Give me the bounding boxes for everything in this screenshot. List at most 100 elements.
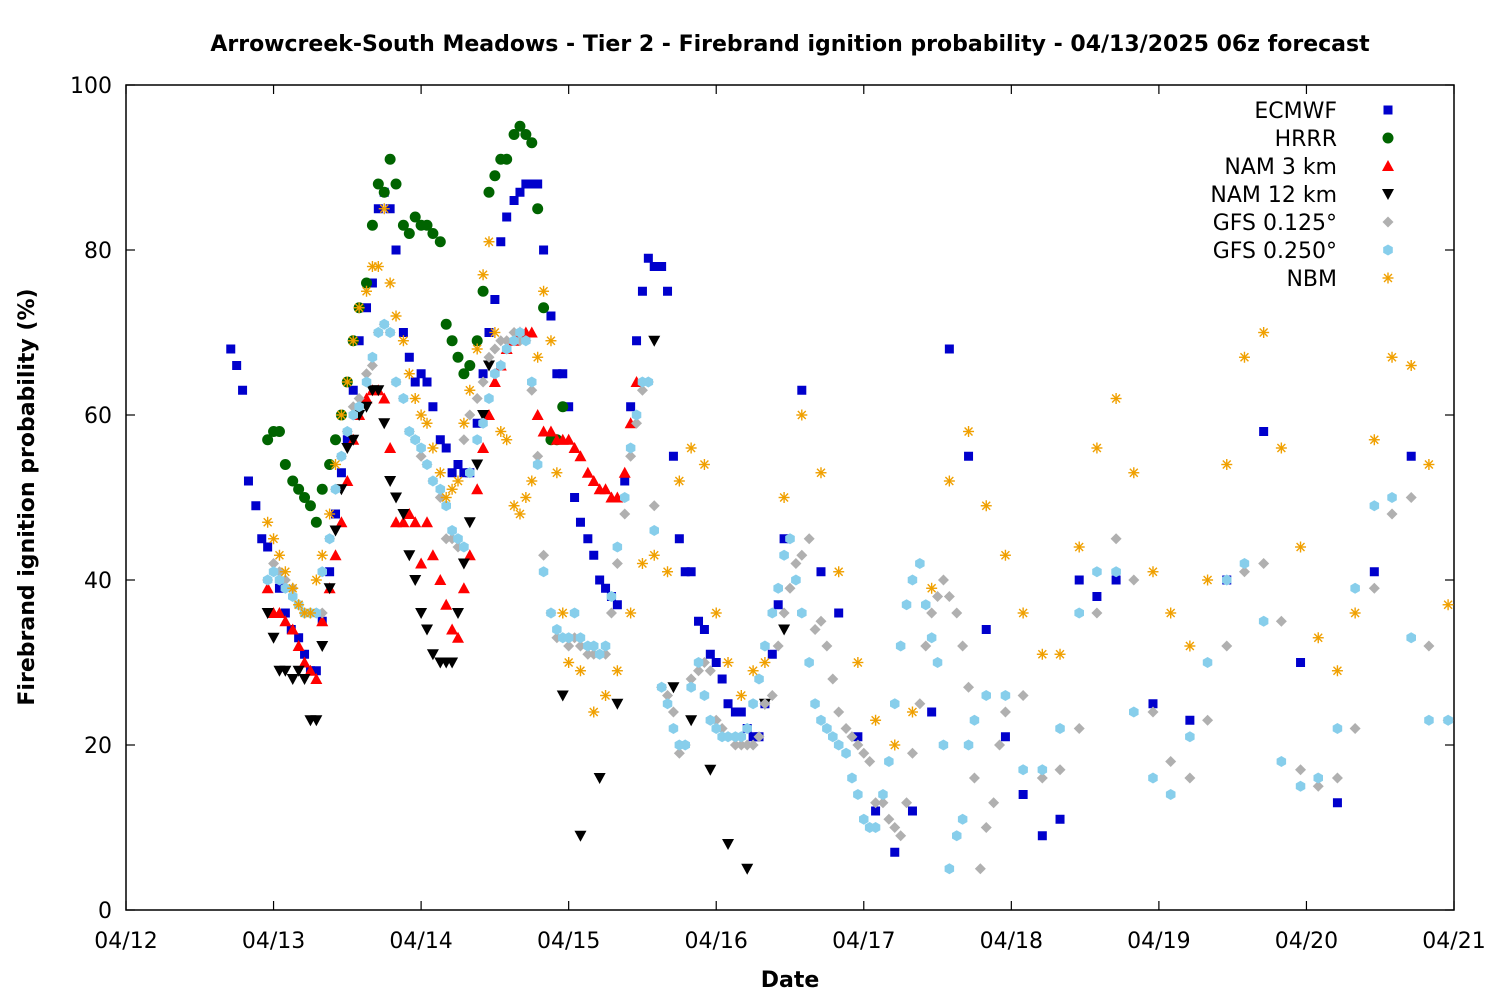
data-point-gfs-0-250	[1018, 764, 1028, 776]
x-tick-label: 04/20	[1275, 929, 1338, 954]
data-point-gfs-0-125	[631, 417, 643, 429]
data-point-nam-12-km	[323, 583, 336, 595]
data-point-gfs-0-250	[969, 714, 980, 726]
data-point-gfs-0-250	[847, 772, 857, 784]
data-point-nbm	[390, 310, 402, 322]
data-point-hrrr	[464, 360, 476, 371]
data-point-ecmwf	[649, 262, 659, 271]
data-point-ecmwf	[964, 451, 974, 461]
data-point-gfs-0-250	[274, 574, 285, 586]
data-point-gfs-0-250	[907, 574, 918, 586]
data-point-gfs-0-125	[611, 558, 623, 569]
data-point-nam-3-km	[463, 549, 476, 561]
data-point-nbm	[1073, 541, 1085, 553]
data-point-nbm	[1036, 648, 1048, 660]
data-point-nbm	[526, 475, 538, 487]
data-point-gfs-0-250	[760, 640, 770, 652]
data-point-ecmwf	[348, 385, 358, 395]
data-point-nbm	[710, 607, 722, 619]
data-point-nbm	[293, 599, 305, 611]
data-point-nbm	[489, 327, 501, 338]
data-point-ecmwf	[484, 328, 494, 337]
data-point-nbm	[574, 665, 586, 677]
data-point-gfs-0-250	[447, 525, 457, 536]
data-point-ecmwf	[797, 385, 807, 395]
data-point-hrrr	[483, 186, 495, 198]
data-point-gfs-0-250	[895, 640, 906, 652]
y-tick-label: 20	[84, 734, 112, 759]
data-point-nbm	[963, 426, 975, 437]
data-point-gfs-0-250	[288, 591, 298, 602]
data-point-nam-12-km	[279, 665, 292, 677]
data-point-gfs-0-250	[538, 566, 549, 578]
data-point-gfs-0-250	[620, 492, 630, 503]
data-point-nbm	[796, 409, 808, 421]
data-point-gfs-0-125	[803, 533, 815, 545]
data-point-hrrr	[397, 219, 409, 231]
data-point-nbm	[421, 417, 433, 429]
data-point-gfs-0-125	[353, 393, 365, 404]
data-point-gfs-0-125	[889, 822, 901, 833]
data-point-gfs-0-125	[932, 591, 944, 602]
x-tick-label: 04/13	[242, 929, 305, 954]
data-point-gfs-0-250	[1443, 714, 1453, 726]
data-point-ecmwf	[232, 361, 242, 370]
data-point-gfs-0-250	[723, 731, 733, 743]
data-point-nbm	[452, 475, 464, 487]
data-point-gfs-0-250	[342, 426, 353, 437]
legend-label: NAM 3 km	[1224, 155, 1337, 180]
data-point-gfs-0-125	[685, 673, 697, 685]
data-point-gfs-0-125	[968, 772, 980, 784]
data-point-ecmwf	[1092, 592, 1102, 601]
data-point-gfs-0-250	[1202, 657, 1213, 668]
data-point-gfs-0-250	[552, 624, 562, 635]
data-point-gfs-0-250	[773, 582, 783, 594]
data-point-gfs-0-125	[870, 797, 882, 809]
data-point-nam-3-km	[421, 516, 434, 528]
data-point-gfs-0-250	[1276, 756, 1287, 767]
data-point-nbm	[815, 467, 827, 479]
data-point-ecmwf	[680, 567, 690, 577]
data-point-nbm	[532, 351, 544, 363]
data-point-gfs-0-125	[999, 706, 1011, 718]
data-point-ecmwf	[435, 435, 445, 445]
series-gfs-0-250	[262, 318, 1453, 875]
legend-label: GFS 0.125°	[1213, 211, 1337, 236]
data-point-ecmwf	[404, 352, 414, 362]
data-point-gfs-0-250	[1165, 789, 1176, 800]
data-point-nbm	[1331, 665, 1343, 677]
data-point-nam-3-km	[409, 516, 422, 528]
data-point-ecmwf	[226, 344, 236, 354]
data-point-nbm	[415, 409, 427, 421]
data-point-nbm	[833, 566, 845, 578]
data-point-nam-12-km	[482, 360, 495, 372]
data-point-gfs-0-250	[422, 459, 432, 470]
data-point-nbm	[1442, 599, 1454, 611]
data-point-nbm	[636, 558, 648, 569]
data-point-gfs-0-250	[472, 434, 482, 446]
data-point-ecmwf	[410, 377, 420, 387]
data-point-nam-3-km	[426, 549, 439, 561]
data-point-nbm	[1165, 607, 1177, 619]
data-point-gfs-0-125	[827, 673, 839, 685]
data-point-gfs-0-125	[619, 508, 631, 520]
data-point-gfs-0-125	[1221, 640, 1233, 652]
data-point-hrrr	[372, 178, 384, 190]
data-point-ecmwf	[717, 674, 727, 684]
data-point-ecmwf	[509, 196, 519, 205]
data-point-hrrr	[361, 277, 373, 289]
data-point-nam-3-km	[452, 631, 464, 643]
data-point-gfs-0-250	[1258, 615, 1269, 627]
data-point-gfs-0-250	[736, 731, 747, 743]
data-point-nbm	[747, 665, 759, 677]
data-point-nam-3-km	[415, 557, 428, 569]
data-point-nbm	[1202, 574, 1214, 586]
data-point-nbm	[551, 467, 563, 479]
data-point-nbm	[1258, 327, 1270, 338]
data-point-gfs-0-250	[361, 376, 372, 388]
data-point-gfs-0-250	[643, 376, 654, 388]
data-point-nbm	[557, 607, 569, 619]
plot-frame	[125, 84, 1455, 911]
data-point-ecmwf	[668, 451, 678, 461]
